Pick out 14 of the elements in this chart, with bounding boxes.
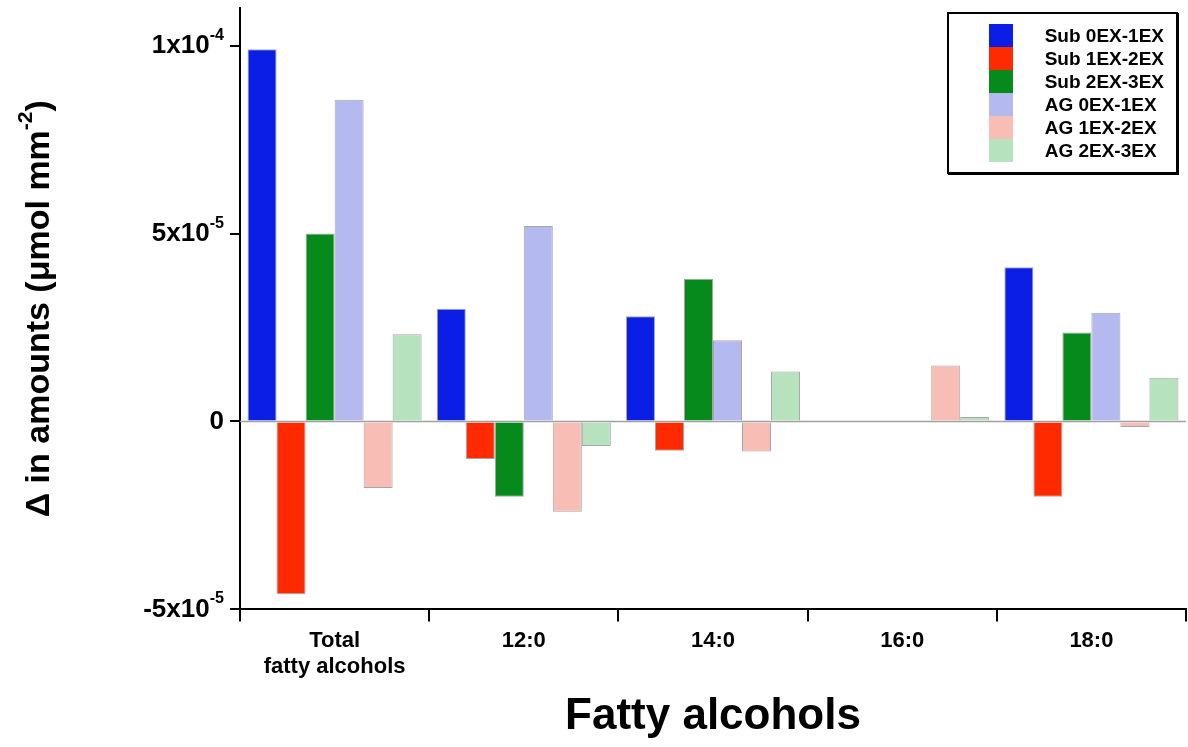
y-tick-label: 0 [209,404,225,435]
x-tick-label: 16:0 [880,626,925,652]
legend-label: AG 1EX-2EX [1044,116,1157,139]
legend-label: Sub 2EX-3EX [1044,70,1164,93]
x-tick-label: 14:0 [690,626,736,652]
x-tick-label: 12:0 [501,626,546,652]
legend-label: AG 0EX-1EX [1044,93,1157,116]
x-tick-label: 18:0 [1069,626,1114,652]
y-axis-title: Δ in amounts (μmol mm-2) [13,100,57,518]
legend-label: Sub 1EX-2EX [1044,47,1164,70]
legend-label: AG 2EX-3EX [1044,139,1157,162]
legend-label: Sub 0EX-1EX [1044,24,1164,47]
x-axis-title: Fatty alcohols [565,688,861,738]
x-tick-label: Total fatty alcohols [263,626,406,679]
